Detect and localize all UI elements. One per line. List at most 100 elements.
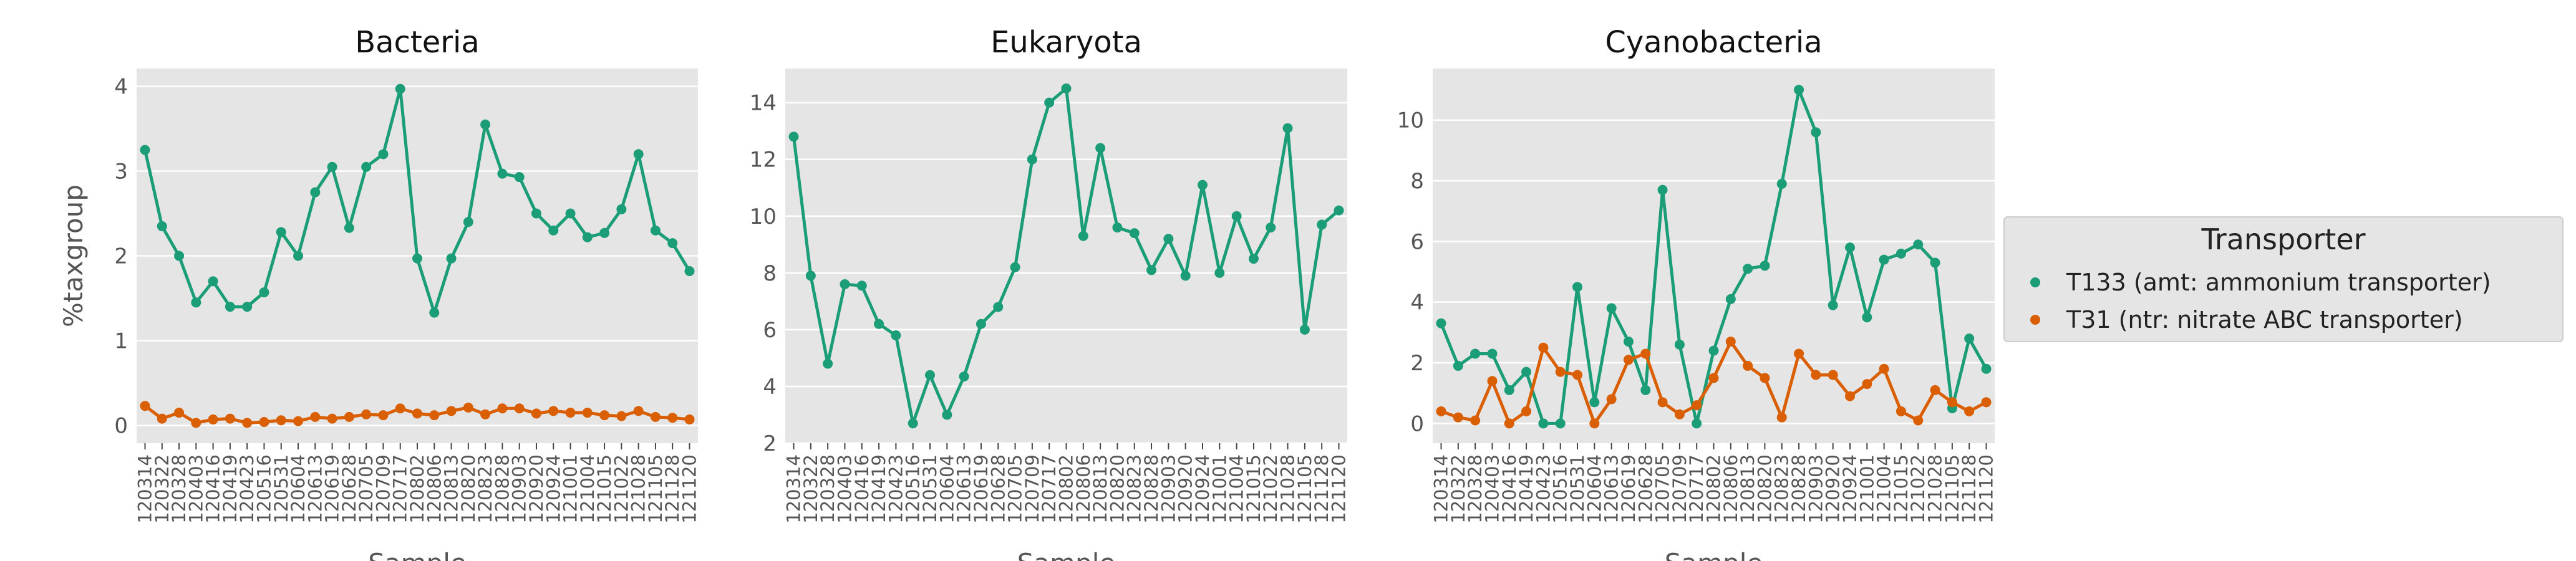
point xyxy=(157,221,167,231)
x-tick-label: 120531 xyxy=(919,454,941,524)
y-tick-label: 3 xyxy=(114,160,128,185)
point xyxy=(1027,154,1037,165)
x-tick-label: 120516 xyxy=(253,454,274,524)
y-tick-label: 10 xyxy=(750,204,777,229)
point xyxy=(446,253,457,264)
x-tick-label: 120806 xyxy=(1720,454,1741,524)
point xyxy=(1487,376,1498,386)
point xyxy=(1981,363,1992,374)
point xyxy=(891,330,901,340)
x-tick-label: 120717 xyxy=(1039,454,1060,524)
point xyxy=(412,253,422,264)
point xyxy=(157,413,167,424)
x-tick-label: 120516 xyxy=(903,454,924,524)
y-tick-label: 12 xyxy=(750,148,777,173)
x-tick-label: 120717 xyxy=(1686,454,1707,524)
point xyxy=(1947,397,1957,408)
x-tick-label: 120419 xyxy=(868,454,889,524)
x-tick-label: 120613 xyxy=(954,454,975,524)
x-tick-label: 121105 xyxy=(645,454,666,524)
point xyxy=(463,217,473,228)
x-tick-label: 120903 xyxy=(1805,454,1826,524)
x-tick-label: 120924 xyxy=(543,454,564,524)
point xyxy=(395,403,405,414)
legend-label: T133 (amt: ammonium transporter) xyxy=(2066,269,2491,296)
point xyxy=(1112,222,1123,233)
point xyxy=(242,302,253,312)
point xyxy=(259,417,269,428)
point xyxy=(1538,418,1549,429)
point xyxy=(1657,185,1668,195)
x-tick-label: 120531 xyxy=(1567,454,1588,524)
point xyxy=(1692,400,1702,411)
point xyxy=(1623,336,1634,347)
x-tick-label: 120628 xyxy=(339,454,360,524)
y-tick-label: 14 xyxy=(750,91,777,116)
point xyxy=(874,319,884,329)
point xyxy=(1930,257,1940,268)
point xyxy=(293,251,304,261)
point xyxy=(1760,261,1770,271)
point xyxy=(667,238,678,249)
point xyxy=(1828,370,1838,380)
x-tick-label: 120423 xyxy=(885,454,906,524)
plot-area xyxy=(1433,69,1995,443)
point xyxy=(1896,406,1906,416)
point xyxy=(1504,418,1514,429)
x-tick-label: 120820 xyxy=(1754,454,1775,524)
legend-marker xyxy=(2030,277,2040,287)
y-tick-label: 8 xyxy=(1410,169,1424,194)
point xyxy=(599,228,610,238)
y-tick-label: 6 xyxy=(1410,229,1424,254)
x-tick-label: 120920 xyxy=(526,454,547,524)
point xyxy=(1180,271,1191,281)
y-tick-label: 10 xyxy=(1397,108,1424,133)
x-tick-label: 121004 xyxy=(1874,454,1895,524)
y-tick-label: 2 xyxy=(114,244,128,269)
point xyxy=(1930,385,1940,395)
point xyxy=(310,411,321,422)
x-tick-label: 120613 xyxy=(1601,454,1622,524)
point xyxy=(531,408,541,419)
point xyxy=(378,149,389,160)
point xyxy=(1708,345,1719,356)
point xyxy=(1453,412,1463,423)
y-tick-label: 4 xyxy=(763,375,777,400)
x-tick-label: 120403 xyxy=(185,454,206,524)
point xyxy=(208,276,218,287)
x-tick-label: 120619 xyxy=(971,454,992,524)
x-tick-label: 120920 xyxy=(1823,454,1844,524)
point xyxy=(1879,363,1889,374)
chart-title: Bacteria xyxy=(355,25,480,60)
x-tick-label: 120516 xyxy=(1550,454,1571,524)
point xyxy=(1879,254,1889,265)
x-axis-label: Sample xyxy=(1665,548,1763,561)
point xyxy=(429,410,440,421)
x-tick-label: 120423 xyxy=(236,454,258,524)
legend-marker xyxy=(2030,315,2040,325)
point xyxy=(174,408,185,418)
x-tick-label: 120416 xyxy=(203,454,224,524)
point xyxy=(976,319,986,329)
point xyxy=(1470,348,1481,359)
point xyxy=(361,409,372,420)
point xyxy=(514,403,525,414)
point xyxy=(1725,294,1736,304)
x-tick-label: 120531 xyxy=(271,454,292,524)
point xyxy=(1844,391,1855,401)
point xyxy=(412,408,422,419)
point xyxy=(1862,312,1872,323)
point xyxy=(463,402,473,413)
point xyxy=(1487,348,1498,359)
point xyxy=(582,408,593,418)
point xyxy=(361,161,372,172)
point xyxy=(925,370,936,380)
point xyxy=(1197,180,1208,190)
point xyxy=(599,410,610,421)
point xyxy=(225,413,235,424)
y-tick-label: 4 xyxy=(114,75,128,100)
point xyxy=(1521,406,1532,416)
x-tick-label: 121022 xyxy=(611,454,632,524)
x-tick-label: 120920 xyxy=(1175,454,1196,524)
y-tick-label: 2 xyxy=(1410,351,1424,376)
